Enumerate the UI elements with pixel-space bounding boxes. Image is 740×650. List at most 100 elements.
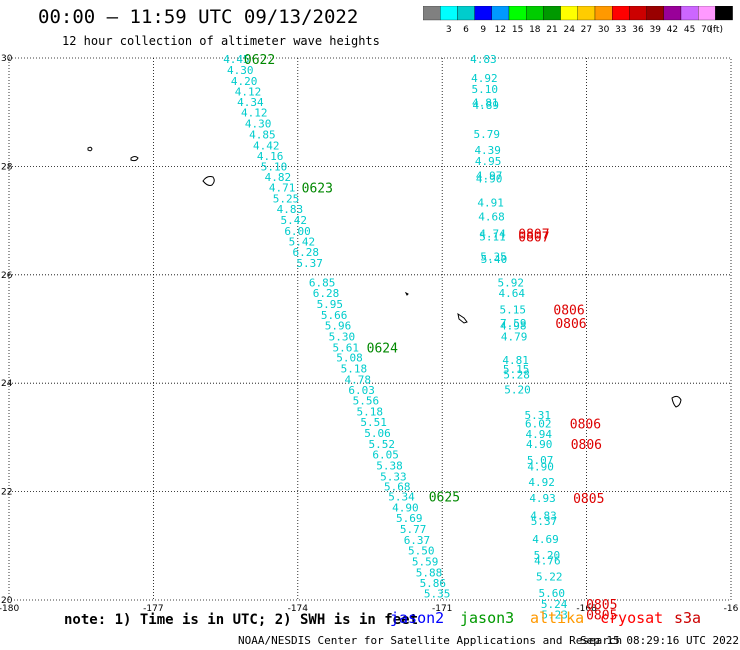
wave-height-value: 5.35 xyxy=(424,587,451,600)
wave-height-colorbar: 3 6 9 12 15 18 21 24 27 30 33 36 39 42 45 70(ft) xyxy=(423,6,733,35)
wave-height-value: 4.20 xyxy=(231,75,257,88)
grid xyxy=(8,57,732,601)
colorbar-label: 21 xyxy=(546,25,557,35)
wave-height-value: 4.69 xyxy=(532,533,559,546)
wave-height-value: 5.15 xyxy=(503,363,530,376)
wave-height-value: 4.90 xyxy=(476,172,503,185)
wave-height-value: 4.90 xyxy=(526,438,553,451)
colorbar-label: 27 xyxy=(581,25,592,35)
wave-height-value: 4.93 xyxy=(529,492,556,505)
wave-height-value: 4.81 xyxy=(502,354,529,367)
y-tick-label: 28 xyxy=(1,162,13,172)
island-outline xyxy=(457,312,468,324)
island-outline xyxy=(87,146,93,152)
x-tick-label: -171 xyxy=(432,604,452,614)
wave-height-value: 5.60 xyxy=(538,587,565,600)
wave-height-value: 4.39 xyxy=(474,144,501,157)
footer-credit: NOAA/NESDIS Center for Satellite Applica… xyxy=(238,634,623,647)
wave-height-value: 5.28 xyxy=(503,369,530,382)
island-outline xyxy=(130,156,139,162)
pass-time-label: 0623 xyxy=(302,182,333,197)
wave-height-value: 4.12 xyxy=(241,107,268,120)
island-outlines xyxy=(87,146,682,408)
colorbar-label: 9 xyxy=(480,25,486,35)
wave-height-value: 5.96 xyxy=(325,320,352,333)
x-tick-label: -168 xyxy=(576,604,597,614)
wave-height-value: 6.85 xyxy=(309,276,336,289)
wave-height-value: 5.95 xyxy=(317,298,344,311)
pass-time-label: 0622 xyxy=(244,53,275,68)
wave-height-value: 4.30 xyxy=(245,118,272,131)
wave-height-value: 6.03 xyxy=(348,384,375,397)
colorbar-label: 12 xyxy=(495,25,506,35)
pass-time-label: 0625 xyxy=(429,490,460,505)
wave-height-value: 4.98 xyxy=(500,320,526,333)
wave-height-value: 5.25 xyxy=(273,192,300,205)
wave-height-value: 5.23 xyxy=(541,609,568,622)
y-tick-label: 30 xyxy=(1,54,13,64)
wave-height-value: 5.37 xyxy=(531,515,558,528)
wave-height-value: 4.78 xyxy=(344,373,371,386)
colorbar-label: 6 xyxy=(463,25,469,35)
wave-height-value: 5.08 xyxy=(336,352,363,365)
pass-time-label: 0806 xyxy=(553,303,584,318)
colorbar-label: 45 xyxy=(684,25,695,35)
wave-height-value: 5.06 xyxy=(364,427,391,440)
pass-time-label: 0807 xyxy=(518,228,549,243)
wave-height-value: 4.42 xyxy=(253,139,280,152)
wave-height-value: 6.02 xyxy=(525,417,552,430)
wave-height-value: 5.92 xyxy=(498,276,525,289)
colorbar-label: 15 xyxy=(512,25,523,35)
wave-height-value: 5.07 xyxy=(527,454,554,467)
wave-height-value: 5.37 xyxy=(296,257,323,270)
colorbar-label: 33 xyxy=(615,25,626,35)
colorbar-label: 30 xyxy=(598,25,610,35)
wave-height-value: 4.92 xyxy=(471,72,498,85)
wave-height-value: 5.69 xyxy=(396,512,423,525)
pass-time-label: 0624 xyxy=(367,341,398,356)
wave-height-value: 5.68 xyxy=(384,481,411,494)
pass-time-label: 0805 xyxy=(586,609,617,624)
x-tick-label: -174 xyxy=(288,604,309,614)
wave-height-value: 4.45 xyxy=(223,53,250,66)
wave-height-value: 4.92 xyxy=(528,476,555,489)
wave-height-value: 4.74 xyxy=(479,228,506,241)
wave-height-value: 5.51 xyxy=(360,416,387,429)
wave-height-value: 5.79 xyxy=(473,128,500,141)
wave-height-value: 4.83 xyxy=(470,53,497,66)
wave-height-value: 5.59 xyxy=(412,556,439,569)
wave-height-value: 5.20 xyxy=(504,384,531,397)
series-altika: 4.834.925.104.814.895.794.394.954.974.90… xyxy=(470,53,568,622)
pass-time-label: 0806 xyxy=(555,317,586,332)
wave-height-value: 5.34 xyxy=(388,490,415,503)
plot-frame xyxy=(8,57,732,601)
wave-height-value: 5.22 xyxy=(536,571,563,584)
wave-height-value: 5.38 xyxy=(376,460,403,473)
wave-height-value: 4.16 xyxy=(257,150,284,163)
wave-height-value: 5.10 xyxy=(261,160,288,173)
wave-height-value: 5.18 xyxy=(341,363,368,376)
colorbar-label: 42 xyxy=(667,25,678,35)
chart-title: 00:00 – 11:59 UTC 09/13/2022 xyxy=(38,6,359,28)
wave-height-value: 5.66 xyxy=(321,309,348,322)
wave-height-value: 5.33 xyxy=(380,470,407,483)
wave-height-value: 4.94 xyxy=(525,428,552,441)
wave-height-value: 5.52 xyxy=(369,438,396,451)
wave-height-value: 7.59 xyxy=(500,317,526,330)
mission-s3a: s3a xyxy=(674,609,702,627)
wave-height-value: 5.20 xyxy=(534,549,561,562)
wave-height-value: 4.76 xyxy=(534,554,561,567)
mission-jason2: jason2 xyxy=(390,609,445,627)
island-outline xyxy=(202,176,215,186)
wave-height-value: 4.12 xyxy=(235,86,262,99)
wave-height-value: 5.61 xyxy=(332,341,359,354)
wave-height-value: 5.56 xyxy=(353,395,380,408)
wave-height-value: 4.85 xyxy=(249,128,276,141)
x-tick-label: -177 xyxy=(143,604,163,614)
island-outline xyxy=(404,291,409,296)
wave-height-value: 4.71 xyxy=(269,182,296,195)
wave-height-value: 4.82 xyxy=(265,171,292,184)
wave-height-value: 5.40 xyxy=(481,253,508,266)
pass-time-label: 0807 xyxy=(518,230,549,245)
